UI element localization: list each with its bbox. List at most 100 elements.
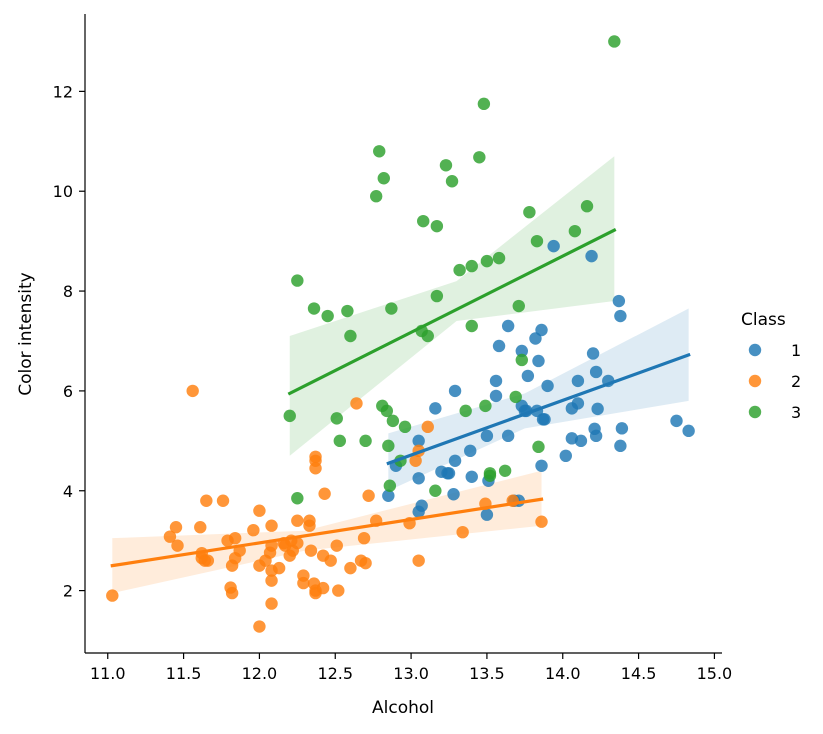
data-point-class-3	[377, 172, 390, 185]
legend-marker-class-3	[748, 405, 762, 419]
data-point-class-2	[201, 554, 215, 567]
y-tick-label: 8	[63, 282, 73, 301]
regression-line-class-2	[110, 497, 544, 568]
data-point-class-3	[477, 97, 491, 111]
data-point-class-2	[200, 494, 213, 507]
data-point-class-3	[465, 319, 478, 333]
x-tick-label: 15.0	[697, 664, 733, 683]
data-point-class-3	[568, 224, 582, 238]
data-point-class-1	[670, 414, 683, 428]
confidence-band-class-1	[388, 308, 689, 491]
data-point-class-1	[501, 319, 515, 333]
data-point-class-3	[383, 479, 397, 492]
data-point-class-1	[535, 323, 548, 337]
data-point-class-1	[442, 467, 456, 480]
data-point-class-1	[382, 489, 395, 502]
x-tick-label: 11.0	[90, 664, 126, 683]
legend-marker-class-2	[748, 374, 762, 388]
regression-line-class-1	[386, 352, 691, 466]
data-point-class-1	[464, 444, 477, 458]
data-point-class-3	[382, 439, 395, 453]
data-point-class-3	[580, 199, 594, 213]
data-point-class-2	[357, 531, 371, 545]
legend-title: Class	[741, 310, 786, 330]
data-point-class-2	[291, 514, 304, 527]
data-point-class-3	[291, 492, 304, 505]
x-tick-label: 13.5	[469, 664, 505, 683]
y-ticks: 2 4 6 8 10 12	[53, 82, 85, 601]
confidence-band-class-3	[289, 156, 615, 456]
data-point-class-2	[163, 530, 177, 543]
data-point-class-3	[321, 309, 334, 323]
data-point-class-2	[303, 519, 316, 532]
x-ticks: 11.0 11.5 12.0 12.5 13.0 13.5 14.0 14.5 15.0	[90, 653, 732, 683]
data-point-class-1	[615, 422, 629, 435]
data-point-class-1	[682, 424, 695, 438]
data-point-class-3	[359, 434, 372, 448]
y-axis-label: Color intensity	[16, 272, 36, 396]
x-tick-label: 12.0	[242, 664, 278, 683]
data-point-class-1	[547, 239, 560, 253]
data-point-class-2	[265, 519, 278, 532]
data-point-class-3	[385, 302, 398, 315]
data-point-class-2	[324, 554, 337, 567]
y-tick-label: 6	[63, 382, 73, 401]
data-point-class-1	[429, 402, 442, 415]
data-point-class-1	[489, 389, 503, 403]
data-point-class-1	[412, 472, 425, 485]
x-tick-label: 14.5	[621, 664, 657, 683]
data-point-class-1	[465, 470, 478, 483]
legend-label-class-2: 2	[791, 372, 801, 391]
data-point-class-2	[216, 494, 230, 507]
data-point-class-3	[344, 329, 357, 343]
data-point-class-1	[574, 434, 588, 448]
data-point-class-2	[265, 597, 278, 610]
x-tick-label: 13.0	[393, 664, 429, 683]
regression-line-class-3	[287, 228, 617, 396]
data-point-class-2	[291, 536, 304, 550]
data-point-class-2	[309, 450, 322, 464]
data-point-class-1	[591, 402, 604, 416]
legend: Class 1 2 3	[741, 310, 801, 422]
data-point-class-1	[532, 354, 545, 368]
regression-lines	[110, 228, 691, 568]
legend-label-class-3: 3	[791, 403, 801, 422]
data-point-class-1	[480, 508, 494, 521]
data-point-class-2	[362, 489, 375, 502]
data-point-class-3	[330, 412, 343, 425]
data-point-class-1	[612, 294, 626, 308]
data-point-class-1	[515, 344, 528, 358]
x-axis-label: Alcohol	[372, 698, 434, 718]
y-tick-label: 4	[63, 482, 73, 501]
data-point-class-3	[532, 440, 545, 454]
y-tick-label: 12	[53, 82, 73, 101]
data-point-class-2	[359, 556, 372, 570]
data-point-class-3	[386, 414, 400, 428]
data-point-class-1	[614, 439, 627, 453]
data-point-class-1	[489, 374, 503, 388]
data-point-class-2	[297, 576, 310, 590]
data-point-class-3	[509, 390, 522, 404]
data-point-class-3	[465, 259, 478, 273]
data-point-class-2	[332, 584, 345, 597]
data-point-class-2	[316, 581, 330, 595]
data-point-class-1	[447, 488, 460, 501]
data-point-class-2	[350, 397, 363, 410]
data-point-class-2	[186, 384, 199, 398]
data-point-class-3	[492, 251, 506, 265]
data-point-class-2	[225, 586, 239, 600]
data-point-class-2	[265, 574, 278, 587]
data-point-class-3	[341, 304, 354, 318]
data-point-class-2	[171, 539, 184, 552]
data-point-class-1	[535, 459, 548, 472]
data-point-class-3	[373, 145, 386, 158]
data-point-class-3	[333, 434, 346, 448]
data-point-class-3	[398, 420, 412, 434]
data-point-class-2	[253, 504, 266, 517]
data-point-class-3	[283, 409, 296, 423]
data-point-class-2	[421, 420, 434, 434]
data-point-class-3	[380, 404, 394, 418]
data-point-class-1	[492, 339, 506, 353]
data-point-class-1	[586, 347, 600, 360]
